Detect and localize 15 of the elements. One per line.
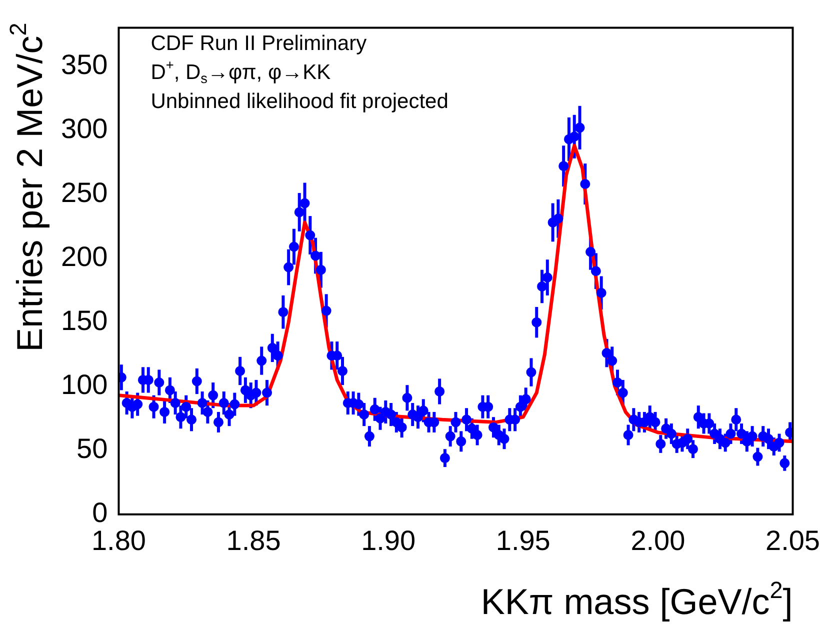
- x-tick-label: 1.90: [361, 524, 416, 556]
- y-tick-label: 50: [76, 433, 108, 464]
- y-tick-label: 150: [61, 305, 108, 336]
- annotation: CDF Run II Preliminary: [150, 32, 368, 55]
- y-tick-label: 300: [61, 112, 108, 144]
- annotation: Unbinned likelihood fit projected: [150, 90, 448, 113]
- y-tick-label: 100: [61, 369, 108, 400]
- y-tick-label: 350: [61, 48, 108, 80]
- x-tick-label: 1.95: [496, 524, 550, 556]
- x-tick-label: 2.05: [766, 524, 820, 556]
- y-tick-label: 250: [61, 176, 108, 208]
- y-axis-title: Entries per 2 MeV/c2: [4, 22, 50, 352]
- x-tick-label: 2.00: [630, 524, 686, 556]
- x-tick-label: 1.85: [226, 524, 281, 556]
- y-tick-label: 200: [61, 241, 108, 272]
